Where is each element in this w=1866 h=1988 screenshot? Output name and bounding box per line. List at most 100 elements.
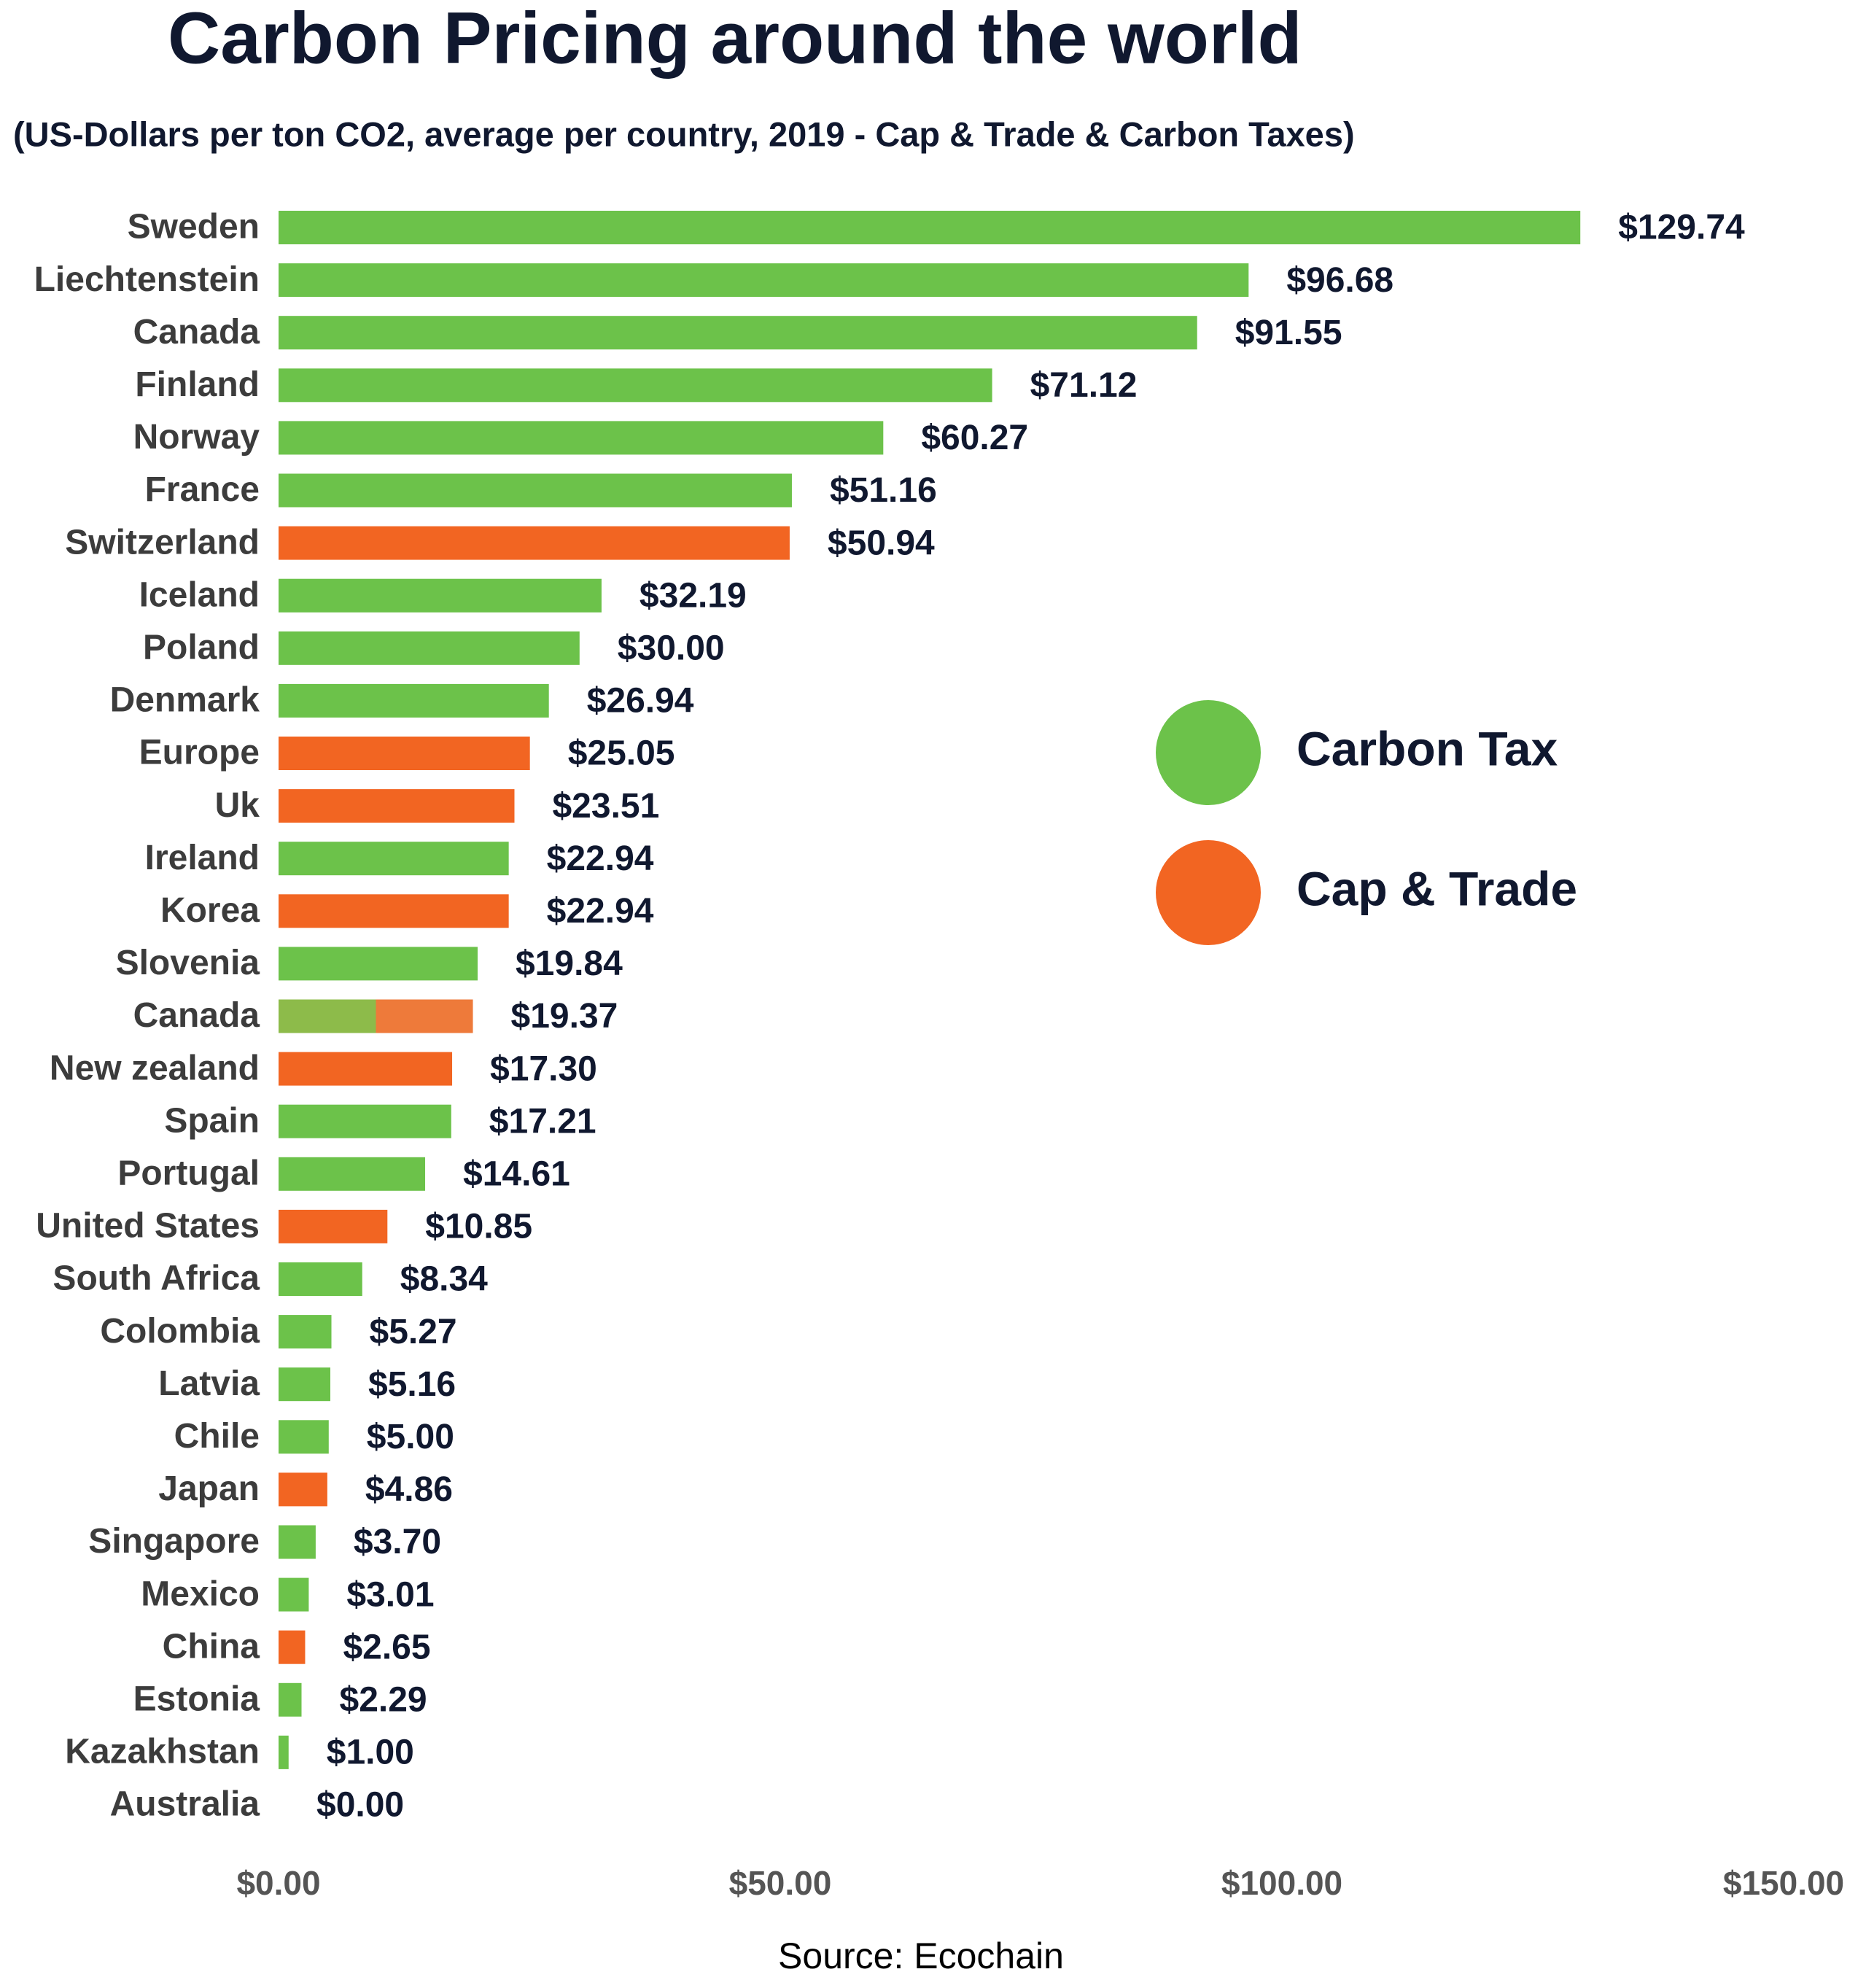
y-tick-label: Europe: [139, 734, 260, 772]
chart-title: Carbon Pricing around the world: [168, 0, 1302, 79]
bar: [279, 1315, 332, 1349]
value-label: $51.16: [830, 471, 937, 510]
bar: [279, 1420, 329, 1454]
bar: [279, 473, 792, 508]
y-tick-label: South Africa: [53, 1259, 260, 1298]
y-tick-label: Mexico: [141, 1575, 260, 1613]
y-tick-label: Estonia: [133, 1680, 260, 1718]
value-label: $129.74: [1618, 209, 1745, 247]
bar: [279, 1735, 289, 1769]
value-label: $5.16: [368, 1365, 456, 1404]
y-tick-label: Iceland: [139, 575, 260, 614]
value-label: $23.51: [552, 787, 659, 826]
source: Source: Ecochain: [778, 1935, 1064, 1976]
y-tick-label: Japan: [158, 1469, 260, 1508]
y-tick-label: Norway: [133, 418, 260, 457]
value-label: $17.21: [489, 1102, 596, 1141]
value-label: $8.34: [400, 1260, 488, 1299]
bar: [279, 1209, 388, 1243]
bar: [279, 1367, 331, 1402]
y-tick-label: Denmark: [110, 681, 260, 720]
x-tick-label: $50.00: [729, 1864, 832, 1902]
y-tick-label: Sweden: [128, 208, 260, 246]
value-label: $14.61: [463, 1154, 570, 1193]
bar: [279, 789, 515, 823]
y-tick-label: Poland: [143, 628, 260, 667]
bar: [279, 263, 1249, 298]
bar: [279, 421, 884, 455]
y-tick-label: Uk: [215, 786, 260, 825]
value-label: $17.30: [490, 1049, 597, 1088]
bar: [279, 1472, 327, 1507]
y-tick-label: Latvia: [158, 1364, 260, 1403]
value-label: $2.65: [343, 1628, 430, 1666]
y-tick-label: Switzerland: [65, 523, 260, 562]
bar: [279, 526, 790, 560]
value-label: $5.27: [370, 1313, 457, 1351]
value-label: $19.37: [511, 997, 618, 1036]
chart-subtitle: (US-Dollars per ton CO2, average per cou…: [13, 114, 1355, 153]
value-label: $22.94: [547, 892, 654, 931]
y-tick-label: Singapore: [88, 1522, 260, 1561]
y-tick-label: Korea: [160, 891, 260, 930]
y-tick-label: New zealand: [50, 1049, 260, 1087]
bar: [279, 1525, 316, 1559]
value-label: $30.00: [618, 629, 725, 667]
y-tick-label: China: [163, 1627, 260, 1666]
y-tick-label: Kazakhstan: [65, 1733, 260, 1771]
bar: [279, 1104, 451, 1138]
bar: [279, 683, 549, 718]
bar: [279, 1052, 453, 1086]
y-tick-label: United States: [36, 1207, 260, 1246]
value-label: $1.00: [327, 1733, 414, 1772]
bar: [279, 947, 478, 981]
bar: [279, 1262, 362, 1296]
legend-marker: [1156, 700, 1261, 805]
value-label: $96.68: [1286, 261, 1393, 300]
y-tick-label: Spain: [164, 1101, 260, 1140]
x-tick-label: $150.00: [1723, 1864, 1844, 1902]
y-tick-label: Portugal: [117, 1154, 260, 1192]
bar: [279, 631, 580, 665]
value-label: $25.05: [568, 734, 675, 773]
y-tick-label: Chile: [174, 1417, 260, 1456]
value-label: $91.55: [1235, 314, 1342, 352]
y-tick-label: Australia: [110, 1785, 260, 1824]
value-label: $3.01: [346, 1575, 434, 1614]
value-label: $60.27: [921, 419, 1028, 457]
y-tick-label: Colombia: [100, 1312, 260, 1351]
legend-label: Carbon Tax: [1297, 721, 1558, 775]
y-tick-label: Canada: [133, 313, 260, 352]
y-tick-label: Slovenia: [116, 944, 260, 982]
bar: [279, 1630, 306, 1664]
bar: [279, 894, 509, 928]
bar: [279, 1157, 426, 1191]
value-label: $32.19: [640, 576, 747, 615]
bar: [279, 578, 602, 613]
bar: [279, 211, 1581, 244]
y-tick-label: France: [145, 470, 260, 509]
bar: [279, 1577, 309, 1612]
bar: [279, 316, 1197, 350]
x-tick-label: $0.00: [236, 1864, 320, 1902]
bar: [279, 368, 992, 403]
value-label: $4.86: [365, 1470, 453, 1509]
value-label: $10.85: [425, 1208, 532, 1246]
bar: [279, 1682, 302, 1717]
value-label: $50.94: [828, 524, 935, 562]
value-label: $26.94: [587, 682, 694, 721]
bar: [279, 999, 473, 1033]
y-tick-label: Ireland: [145, 839, 260, 877]
value-label: $5.00: [367, 1418, 454, 1456]
value-label: $19.84: [516, 944, 623, 983]
y-tick-label: Finland: [135, 365, 260, 404]
y-tick-label: Liechtenstein: [34, 260, 260, 299]
value-label: $2.29: [340, 1680, 427, 1719]
x-tick-label: $100.00: [1221, 1864, 1342, 1902]
value-label: $0.00: [316, 1786, 404, 1825]
bar: [279, 737, 530, 770]
bar: [279, 842, 509, 876]
y-tick-label: Canada: [133, 996, 260, 1035]
legend-marker: [1156, 840, 1261, 945]
